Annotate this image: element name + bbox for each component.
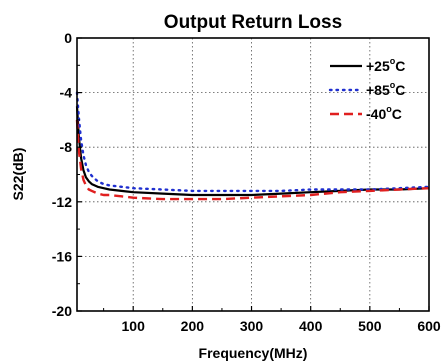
x-tick-label: 300 xyxy=(240,318,264,334)
x-tick-label: 500 xyxy=(358,318,382,334)
series-line xyxy=(75,91,431,193)
x-axis-label: Frequency(MHz) xyxy=(199,345,308,361)
x-tick-label: 100 xyxy=(122,318,146,334)
series-line xyxy=(75,106,430,197)
y-axis-label: S22(dB) xyxy=(10,148,26,201)
y-tick-label: 0 xyxy=(64,30,72,46)
y-tick-label: -20 xyxy=(52,303,72,319)
y-tick-label: -12 xyxy=(52,194,72,210)
chart-title: Output Return Loss xyxy=(164,12,342,33)
legend-label: +25oC xyxy=(366,56,405,74)
y-tick-label: -4 xyxy=(60,85,73,101)
legend: +25oC +85oC -40oC xyxy=(328,56,405,122)
grid xyxy=(77,38,429,311)
y-tick-label: -8 xyxy=(60,139,73,155)
legend-label: +85oC xyxy=(366,80,405,98)
ticks: 100 200 300 400 500 600 0 -4 -8 -12 -16 -20 xyxy=(52,30,441,334)
series-line xyxy=(75,119,430,201)
x-tick-label: 600 xyxy=(417,318,441,334)
x-tick-label: 200 xyxy=(181,318,205,334)
plot-frame xyxy=(76,37,430,312)
y-tick-label: -16 xyxy=(52,248,72,264)
legend-label: -40oC xyxy=(366,104,402,122)
series-layer xyxy=(75,91,431,201)
x-tick-label: 400 xyxy=(299,318,323,334)
